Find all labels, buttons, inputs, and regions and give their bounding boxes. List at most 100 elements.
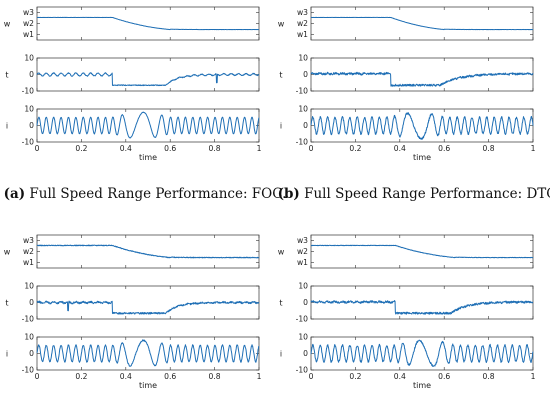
series-line-w xyxy=(310,16,534,31)
y-tick-label: 10 xyxy=(298,105,308,114)
y-tick-label: w2 xyxy=(297,247,308,256)
y-tick-label: -10 xyxy=(296,315,309,324)
x-tick-label: 1 xyxy=(257,372,262,381)
y-axis-label: i xyxy=(280,122,282,131)
x-tick-label: 0.8 xyxy=(209,372,221,381)
x-tick-label: 0 xyxy=(35,372,40,381)
caption-label: (a) xyxy=(4,186,26,202)
y-tick-label: 0 xyxy=(29,298,34,307)
x-tick-label: 0.2 xyxy=(349,372,361,381)
series-line-i xyxy=(36,111,260,139)
x-tick-label: 0 xyxy=(309,144,314,153)
y-tick-label: w3 xyxy=(297,8,308,17)
x-axis-label: time xyxy=(413,381,431,390)
axes-frame xyxy=(36,234,260,269)
caption-label: (b) xyxy=(278,186,300,202)
x-tick-label: 0.4 xyxy=(120,144,132,153)
caption: (a) Full Speed Range Performance: FOC. xyxy=(4,186,287,202)
y-tick-label: 10 xyxy=(24,105,34,114)
y-tick-label: 10 xyxy=(24,282,34,291)
y-tick-label: 10 xyxy=(298,333,308,342)
y-tick-label: 10 xyxy=(298,282,308,291)
y-tick-label: 10 xyxy=(298,54,308,63)
x-axis-label: time xyxy=(413,153,431,162)
series-line-w xyxy=(36,244,260,259)
y-tick-label: -10 xyxy=(296,138,309,147)
series-line-i xyxy=(36,339,260,367)
y-tick-label: w1 xyxy=(297,258,308,267)
caption-text: Full Speed Range Performance: FOC. xyxy=(25,186,286,202)
y-axis-label: i xyxy=(280,350,282,359)
y-axis-label: i xyxy=(6,350,8,359)
y-tick-label: 0 xyxy=(303,298,308,307)
y-axis-label: w xyxy=(4,248,11,257)
y-tick-label: -10 xyxy=(296,366,309,375)
y-tick-label: 10 xyxy=(24,54,34,63)
y-axis-label: t xyxy=(279,71,282,80)
x-tick-label: 0.2 xyxy=(75,372,87,381)
y-axis-label: t xyxy=(5,71,8,80)
axes-frame xyxy=(310,6,534,41)
y-tick-label: w2 xyxy=(23,19,34,28)
x-tick-label: 1 xyxy=(531,372,536,381)
panel-t-1: -10 0 10 t xyxy=(5,54,260,96)
series-line-t xyxy=(310,71,534,87)
x-tick-label: 0 xyxy=(35,144,40,153)
y-axis-label: t xyxy=(5,299,8,308)
y-tick-label: w2 xyxy=(23,247,34,256)
x-tick-label: 0.4 xyxy=(120,372,132,381)
axes-frame xyxy=(310,234,534,269)
x-tick-label: 0.6 xyxy=(164,372,176,381)
x-tick-label: 0.4 xyxy=(394,372,406,381)
y-tick-label: w1 xyxy=(23,30,34,39)
panel-t-3: -10 0 10 t xyxy=(5,282,260,324)
y-axis-label: t xyxy=(279,299,282,308)
y-tick-label: w3 xyxy=(23,8,34,17)
x-axis-label: time xyxy=(139,381,157,390)
y-tick-label: w3 xyxy=(297,236,308,245)
x-tick-label: 1 xyxy=(257,144,262,153)
y-axis-label: i xyxy=(6,122,8,131)
y-tick-label: -10 xyxy=(296,87,309,96)
y-tick-label: w2 xyxy=(297,19,308,28)
y-tick-label: w1 xyxy=(297,30,308,39)
panel-w-1: w1 w2 w3 w xyxy=(4,6,260,41)
x-axis-label: time xyxy=(139,153,157,162)
y-tick-label: 0 xyxy=(29,70,34,79)
x-tick-label: 0.2 xyxy=(75,144,87,153)
y-tick-label: w3 xyxy=(23,236,34,245)
y-tick-label: -10 xyxy=(22,87,35,96)
series-line-t xyxy=(36,300,260,315)
y-axis-label: w xyxy=(278,248,285,257)
caption-text: Full Speed Range Performance: DTC. xyxy=(300,186,550,202)
x-tick-label: 0.2 xyxy=(349,144,361,153)
series-line-t xyxy=(310,300,534,315)
x-tick-label: 0.8 xyxy=(209,144,221,153)
y-tick-label: -10 xyxy=(22,138,35,147)
panel-w-3: w1 w2 w3 w xyxy=(4,234,260,269)
x-tick-label: 0.8 xyxy=(483,144,495,153)
axes-frame xyxy=(36,6,260,41)
y-tick-label: 0 xyxy=(303,70,308,79)
x-tick-label: 1 xyxy=(531,144,536,153)
x-tick-label: 0.6 xyxy=(164,144,176,153)
y-axis-label: w xyxy=(278,20,285,29)
panel-w-2: w1 w2 w3 w xyxy=(278,6,534,41)
y-tick-label: 10 xyxy=(24,333,34,342)
y-tick-label: -10 xyxy=(22,366,35,375)
series-line-i xyxy=(310,112,534,140)
y-tick-label: -10 xyxy=(22,315,35,324)
x-tick-label: 0 xyxy=(309,372,314,381)
series-line-w xyxy=(310,244,534,259)
y-tick-label: 0 xyxy=(303,349,308,358)
panel-t-2: -10 0 10 t xyxy=(279,54,534,96)
